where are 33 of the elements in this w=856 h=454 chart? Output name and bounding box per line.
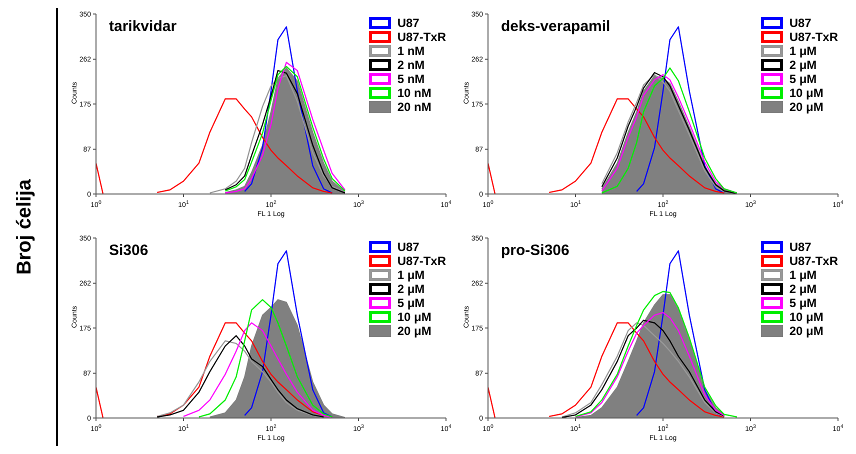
- legend-label: 20 nM: [397, 100, 432, 114]
- legend-label: 1 μM: [397, 268, 425, 282]
- legend-label: U87-TxR: [397, 254, 446, 268]
- legend-label: 10 μM: [789, 310, 824, 324]
- legend-label: 2 nM: [397, 58, 425, 72]
- legend-label: 5 μM: [397, 296, 425, 310]
- legend-label: U87-TxR: [789, 30, 838, 44]
- chart-title: pro-Si306: [501, 242, 570, 259]
- chart-title: Si306: [109, 242, 148, 259]
- chart-title: tarikvidar: [109, 18, 177, 35]
- legend-label: 10 μM: [397, 310, 432, 324]
- legend-label: 5 μM: [789, 296, 817, 310]
- legend-label: 20 μM: [397, 324, 432, 338]
- legend-label: 5 μM: [789, 72, 817, 86]
- legend-label: U87: [789, 16, 812, 30]
- chart-title: deks-verapamil: [501, 18, 610, 35]
- legend-label: 2 μM: [397, 282, 425, 296]
- legend-label: U87-TxR: [789, 254, 838, 268]
- legend-label: U87-TxR: [397, 30, 446, 44]
- legend-label: U87: [397, 16, 420, 30]
- legend-label: U87: [789, 240, 812, 254]
- legend-label: 20 μM: [789, 324, 824, 338]
- legend-label: 2 μM: [789, 282, 817, 296]
- legend-label: 1 μM: [789, 44, 817, 58]
- legend-label: U87: [397, 240, 420, 254]
- legend-label: 1 nM: [397, 44, 425, 58]
- legend-label: 10 nM: [397, 86, 432, 100]
- legend-label: 2 μM: [789, 58, 817, 72]
- legend-label: 1 μM: [789, 268, 817, 282]
- legend-label: 10 μM: [789, 86, 824, 100]
- text: Broj ćelija: [14, 179, 36, 275]
- legend-label: 20 μM: [789, 100, 824, 114]
- legend-label: 5 nM: [397, 72, 425, 86]
